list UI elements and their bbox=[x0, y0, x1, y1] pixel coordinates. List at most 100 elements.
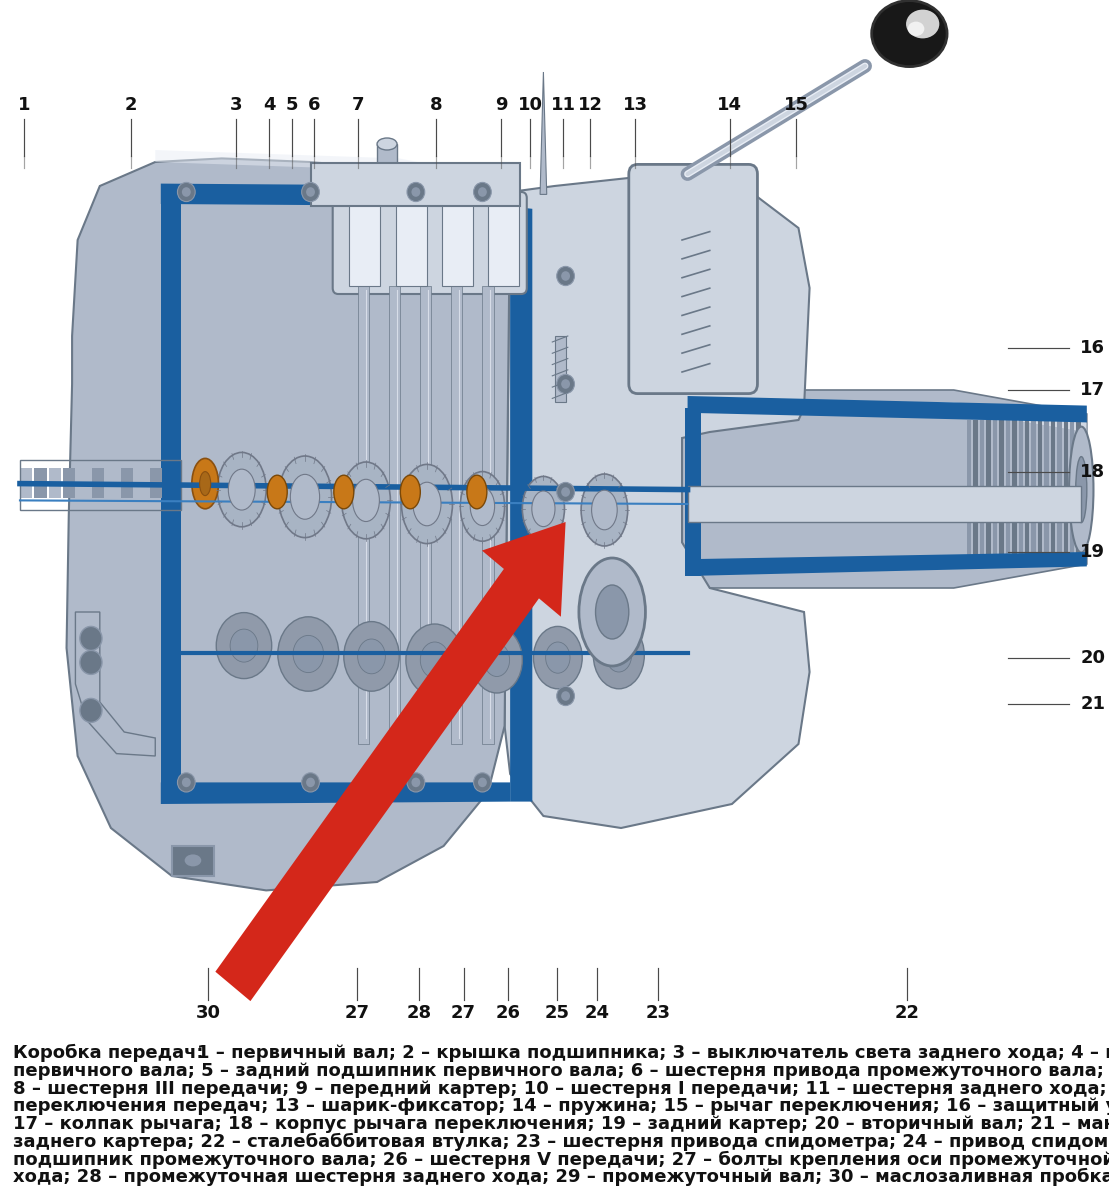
Bar bbox=[420, 286, 431, 744]
Polygon shape bbox=[710, 402, 1087, 432]
Ellipse shape bbox=[406, 624, 464, 696]
Circle shape bbox=[302, 773, 319, 792]
Polygon shape bbox=[67, 158, 510, 890]
Ellipse shape bbox=[217, 452, 266, 527]
Text: Коробка передач:: Коробка передач: bbox=[13, 1044, 204, 1062]
Polygon shape bbox=[75, 612, 155, 756]
Ellipse shape bbox=[467, 475, 487, 509]
Text: 9: 9 bbox=[495, 96, 508, 114]
Circle shape bbox=[561, 379, 570, 389]
Ellipse shape bbox=[216, 612, 272, 679]
Text: 1 – первичный вал; 2 – крышка подшипника; 3 – выключатель света заднего хода; 4 : 1 – первичный вал; 2 – крышка подшипника… bbox=[197, 1044, 1109, 1062]
Text: заднего картера; 22 – сталебаббитовая втулка; 23 – шестерня привода спидометра; : заднего картера; 22 – сталебаббитовая вт… bbox=[13, 1133, 1109, 1151]
Text: хода; 28 – промежуточная шестерня заднего хода; 29 – промежуточный вал; 30 – мас: хода; 28 – промежуточная шестерня заднег… bbox=[13, 1169, 1109, 1187]
Circle shape bbox=[474, 773, 491, 792]
Bar bbox=[49, 468, 61, 498]
Ellipse shape bbox=[267, 475, 287, 509]
Text: 1: 1 bbox=[18, 96, 31, 114]
Text: 15: 15 bbox=[784, 96, 808, 114]
Polygon shape bbox=[688, 396, 1087, 422]
Circle shape bbox=[561, 487, 570, 497]
Text: 8 – шестерня III передачи; 9 – передний картер; 10 – шестерня I передачи; 11 – ш: 8 – шестерня III передачи; 9 – передний … bbox=[13, 1080, 1109, 1098]
Polygon shape bbox=[161, 186, 181, 786]
Ellipse shape bbox=[470, 487, 495, 526]
Ellipse shape bbox=[291, 474, 319, 520]
Bar bbox=[349, 202, 380, 286]
Circle shape bbox=[478, 187, 487, 197]
Text: 5: 5 bbox=[285, 96, 298, 114]
Text: 18: 18 bbox=[1080, 462, 1106, 480]
Bar bbox=[34, 468, 47, 498]
Ellipse shape bbox=[1069, 426, 1093, 552]
Bar bbox=[554, 336, 566, 402]
Text: 27: 27 bbox=[345, 1004, 369, 1022]
Text: 11: 11 bbox=[551, 96, 576, 114]
Ellipse shape bbox=[377, 138, 397, 150]
Ellipse shape bbox=[277, 617, 339, 691]
Circle shape bbox=[478, 778, 487, 787]
Circle shape bbox=[411, 187, 420, 197]
Bar bbox=[92, 468, 104, 498]
Ellipse shape bbox=[546, 642, 570, 673]
Ellipse shape bbox=[278, 456, 332, 538]
Ellipse shape bbox=[872, 1, 947, 67]
Bar bbox=[482, 286, 494, 744]
Bar bbox=[688, 486, 1081, 522]
Ellipse shape bbox=[484, 643, 509, 677]
Ellipse shape bbox=[593, 622, 644, 689]
Ellipse shape bbox=[377, 192, 397, 204]
Ellipse shape bbox=[907, 22, 924, 36]
Text: 10: 10 bbox=[518, 96, 542, 114]
Bar bbox=[974, 420, 978, 562]
Circle shape bbox=[557, 686, 574, 706]
Bar bbox=[135, 468, 147, 498]
Polygon shape bbox=[505, 174, 810, 828]
Text: 7: 7 bbox=[352, 96, 365, 114]
Text: 4: 4 bbox=[263, 96, 276, 114]
Ellipse shape bbox=[344, 622, 399, 691]
Text: переключения передач; 13 – шарик-фиксатор; 14 – пружина; 15 – рычаг переключения: переключения передач; 13 – шарик-фиксато… bbox=[13, 1097, 1109, 1115]
Ellipse shape bbox=[357, 638, 386, 673]
Bar bbox=[1006, 420, 1010, 562]
Circle shape bbox=[557, 374, 574, 394]
Ellipse shape bbox=[606, 638, 632, 672]
Text: 12: 12 bbox=[578, 96, 602, 114]
Bar bbox=[396, 202, 427, 286]
Text: 21: 21 bbox=[1080, 696, 1106, 713]
Polygon shape bbox=[510, 206, 532, 802]
Bar bbox=[986, 420, 990, 562]
Bar bbox=[358, 286, 369, 744]
Ellipse shape bbox=[184, 854, 201, 866]
Text: подшипник промежуточного вала; 26 – шестерня V передачи; 27 – болты крепления ос: подшипник промежуточного вала; 26 – шест… bbox=[13, 1151, 1109, 1169]
Text: 14: 14 bbox=[718, 96, 742, 114]
Ellipse shape bbox=[401, 464, 452, 544]
Text: 3: 3 bbox=[230, 96, 243, 114]
Bar bbox=[377, 144, 397, 198]
Ellipse shape bbox=[581, 474, 628, 546]
Text: 23: 23 bbox=[645, 1004, 670, 1022]
Circle shape bbox=[561, 691, 570, 701]
Text: 25: 25 bbox=[545, 1004, 569, 1022]
Ellipse shape bbox=[906, 10, 939, 38]
Circle shape bbox=[407, 182, 425, 202]
Ellipse shape bbox=[532, 491, 554, 527]
Bar bbox=[63, 468, 75, 498]
Circle shape bbox=[80, 698, 102, 722]
Ellipse shape bbox=[533, 626, 582, 689]
Polygon shape bbox=[161, 782, 510, 804]
Bar bbox=[999, 420, 1004, 562]
Text: 20: 20 bbox=[1080, 648, 1106, 667]
Bar bbox=[1013, 420, 1017, 562]
Circle shape bbox=[182, 187, 191, 197]
Circle shape bbox=[557, 482, 574, 502]
Bar bbox=[980, 420, 985, 562]
Ellipse shape bbox=[192, 458, 218, 509]
Bar bbox=[441, 202, 472, 286]
Bar bbox=[1057, 420, 1061, 562]
Circle shape bbox=[302, 182, 319, 202]
Ellipse shape bbox=[460, 472, 505, 541]
Bar bbox=[1045, 420, 1049, 562]
Ellipse shape bbox=[1076, 456, 1087, 523]
Bar bbox=[993, 420, 997, 562]
FancyBboxPatch shape bbox=[311, 163, 520, 206]
